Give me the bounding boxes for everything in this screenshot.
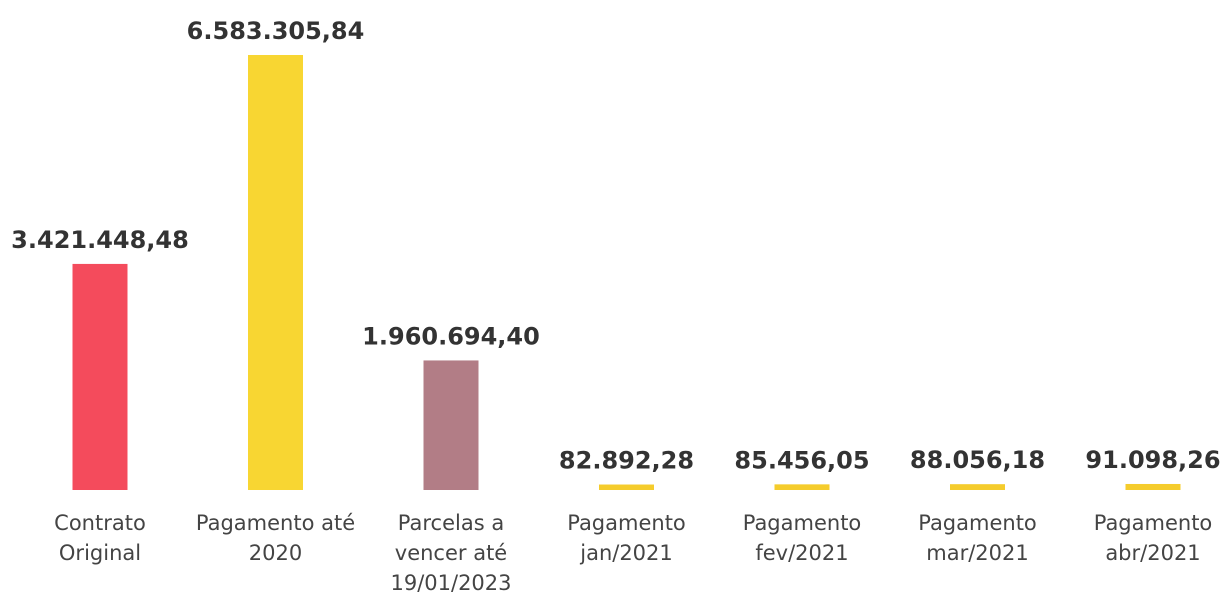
value-label: 91.098,26: [1085, 446, 1220, 474]
category-label: Parcelas a vencer até 19/01/2023: [390, 511, 512, 595]
bar: [599, 484, 654, 490]
value-label: 82.892,28: [559, 447, 694, 475]
category-label: Pagamento mar/2021: [918, 511, 1037, 565]
category-label: Pagamento jan/2021: [567, 511, 686, 565]
bar: [950, 484, 1005, 490]
bar: [423, 360, 479, 490]
category-label: Pagamento até 2020: [195, 511, 356, 565]
bar: [248, 55, 303, 490]
value-label: 85.456,05: [734, 446, 869, 474]
category-label: Contrato Original: [54, 511, 146, 565]
category-label: Pagamento fev/2021: [742, 511, 862, 565]
value-label: 88.056,18: [910, 446, 1045, 474]
value-label: 3.421.448,48: [11, 226, 189, 254]
bar: [1125, 483, 1181, 490]
value-label: 6.583.305,84: [187, 17, 365, 45]
bar: [72, 263, 128, 490]
value-label: 1.960.694,40: [362, 322, 540, 350]
bar: [774, 484, 830, 490]
category-label: Pagamento abr/2021: [1093, 511, 1213, 565]
